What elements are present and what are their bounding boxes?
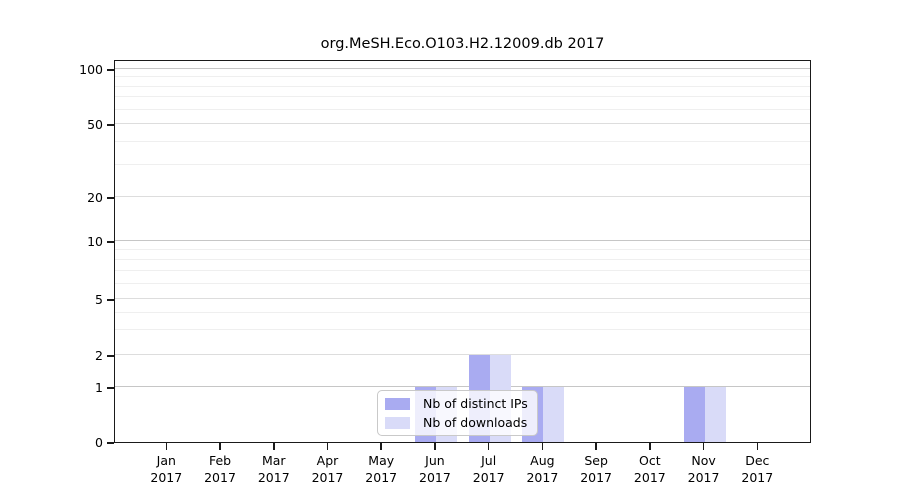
x-tick-mark xyxy=(595,443,597,450)
legend-label-downloads: Nb of downloads xyxy=(423,415,528,430)
y-tick-mark xyxy=(107,442,114,444)
x-tick-mark xyxy=(541,443,544,450)
x-tick-label: Dec 2017 xyxy=(725,452,789,486)
y-tick-mark xyxy=(107,241,114,243)
gridline-minor xyxy=(115,282,810,284)
x-tick-mark xyxy=(434,443,436,450)
x-tick-label: Nov 2017 xyxy=(672,452,736,486)
gridline-ticked xyxy=(115,196,810,197)
x-tick-year: 2017 xyxy=(257,470,290,485)
x-tick-label: Apr 2017 xyxy=(295,452,359,486)
x-tick-mark xyxy=(487,443,490,450)
x-tick-label: Jul 2017 xyxy=(457,452,521,486)
y-tick-mark xyxy=(107,355,114,357)
y-tick-mark xyxy=(107,387,114,389)
downloads-swatch-icon xyxy=(385,416,410,429)
x-tick-mark xyxy=(756,443,759,450)
x-tick-label: Aug 2017 xyxy=(510,452,574,486)
x-tick-year: 2017 xyxy=(687,470,720,485)
y-tick-label: 10 xyxy=(87,234,103,249)
legend-row-distinct-ips: Nb of distinct IPs xyxy=(385,396,528,411)
legend-label-distinct-ips: Nb of distinct IPs xyxy=(423,396,528,411)
gridline-major xyxy=(115,240,810,241)
gridline-minor xyxy=(115,163,810,165)
gridline-minor xyxy=(115,96,810,98)
plot-area: Nb of distinct IPs Nb of downloads xyxy=(114,60,811,443)
bar-downloads xyxy=(543,387,565,442)
y-tick-label: 5 xyxy=(95,292,103,307)
x-tick-label: Jan 2017 xyxy=(134,452,198,486)
x-tick-mark xyxy=(273,443,275,450)
gridline-minor xyxy=(115,329,810,331)
x-tick-year: 2017 xyxy=(741,470,774,485)
x-tick-year: 2017 xyxy=(580,470,613,485)
y-tick-mark xyxy=(107,197,114,199)
x-tick-label: May 2017 xyxy=(349,452,413,486)
y-tick-label: 0 xyxy=(95,435,103,450)
x-tick-year: 2017 xyxy=(472,470,505,485)
x-tick-label: Feb 2017 xyxy=(188,452,252,486)
gridline-minor xyxy=(115,76,810,78)
x-tick-mark xyxy=(649,443,651,450)
x-tick-mark xyxy=(326,443,329,450)
y-tick-label: 100 xyxy=(79,62,103,77)
legend: Nb of distinct IPs Nb of downloads xyxy=(377,390,538,436)
x-tick-year: 2017 xyxy=(365,470,398,485)
gridline-ticked xyxy=(115,123,810,124)
legend-row-downloads: Nb of downloads xyxy=(385,415,528,430)
gridline-minor xyxy=(115,108,810,110)
distinct-ips-swatch-icon xyxy=(385,397,410,410)
x-tick-label: Jun 2017 xyxy=(403,452,467,486)
gridline-ticked xyxy=(115,354,810,355)
y-tick-mark xyxy=(107,124,114,126)
gridline-minor xyxy=(115,140,810,142)
x-tick-mark xyxy=(165,443,168,450)
x-tick-label: Oct 2017 xyxy=(618,452,682,486)
x-tick-year: 2017 xyxy=(633,470,666,485)
x-tick-year: 2017 xyxy=(204,470,236,485)
y-tick-mark xyxy=(107,299,114,301)
gridline-major xyxy=(115,386,810,387)
x-tick-label: Mar 2017 xyxy=(242,452,306,486)
y-tick-label: 50 xyxy=(87,117,103,132)
chart-title: org.MeSH.Eco.O103.H2.12009.db 2017 xyxy=(320,36,605,52)
x-tick-mark xyxy=(380,443,382,450)
y-tick-label: 20 xyxy=(87,190,103,205)
gridline-minor xyxy=(115,248,810,250)
x-tick-mark xyxy=(219,443,221,450)
y-tick-label: 1 xyxy=(95,380,103,395)
gridline-minor xyxy=(115,269,810,271)
gridline-minor xyxy=(115,311,810,313)
gridline-minor xyxy=(115,258,810,260)
x-tick-label: Sep 2017 xyxy=(564,452,628,486)
bar-distinct-ips xyxy=(683,387,705,442)
x-tick-year: 2017 xyxy=(311,470,344,485)
x-tick-year: 2017 xyxy=(419,470,451,485)
x-tick-year: 2017 xyxy=(150,470,183,485)
y-tick-mark xyxy=(107,69,114,71)
y-tick-label: 2 xyxy=(95,348,103,363)
x-tick-mark xyxy=(702,443,705,450)
bar-downloads xyxy=(704,387,726,442)
x-tick-year: 2017 xyxy=(526,470,559,485)
gridline-minor xyxy=(115,85,810,87)
gridline-major xyxy=(115,68,810,69)
gridline-ticked xyxy=(115,298,810,299)
